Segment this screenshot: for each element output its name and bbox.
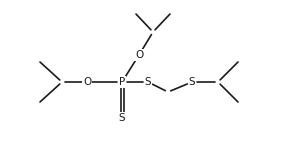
Text: S: S	[145, 77, 151, 87]
Text: P: P	[119, 77, 125, 87]
Text: S: S	[119, 113, 125, 123]
Text: O: O	[135, 50, 143, 60]
Text: O: O	[83, 77, 91, 87]
Text: S: S	[189, 77, 195, 87]
